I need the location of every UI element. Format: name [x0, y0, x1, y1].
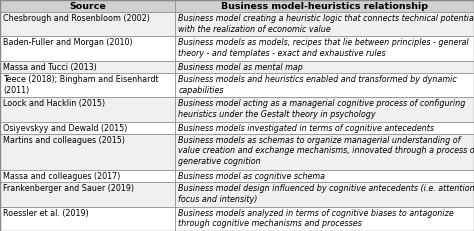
Text: Business models analyzed in terms of cognitive biases to antagonize
through cogn: Business models analyzed in terms of cog…: [178, 209, 454, 228]
Bar: [175, 73, 474, 97]
Text: Business model design influenced by cognitive antecedents (i.e. attention
focus : Business model design influenced by cogn…: [178, 184, 474, 204]
Text: Business model as mental map: Business model as mental map: [178, 63, 303, 72]
Bar: [175, 36, 474, 61]
Text: Business model acting as a managerial cognitive process of configuring
heuristic: Business model acting as a managerial co…: [178, 99, 466, 119]
Bar: [0, 61, 175, 73]
Bar: [175, 170, 474, 182]
Text: Business model-heuristics relationship: Business model-heuristics relationship: [221, 2, 428, 11]
Bar: [175, 122, 474, 134]
Bar: [175, 134, 474, 170]
Bar: [0, 36, 175, 61]
Text: Osiyevskyy and Dewald (2015): Osiyevskyy and Dewald (2015): [3, 124, 128, 133]
Text: Massa and colleagues (2017): Massa and colleagues (2017): [3, 172, 120, 181]
Bar: [175, 207, 474, 231]
Bar: [175, 0, 474, 12]
Bar: [0, 73, 175, 97]
Bar: [175, 97, 474, 122]
Text: Business models investigated in terms of cognitive antecedents: Business models investigated in terms of…: [178, 124, 434, 133]
Bar: [0, 122, 175, 134]
Text: Loock and Hacklin (2015): Loock and Hacklin (2015): [3, 99, 105, 108]
Text: Massa and Tucci (2013): Massa and Tucci (2013): [3, 63, 97, 72]
Text: Roessler et al. (2019): Roessler et al. (2019): [3, 209, 89, 218]
Bar: [0, 12, 175, 36]
Text: Baden-Fuller and Morgan (2010): Baden-Fuller and Morgan (2010): [3, 39, 133, 48]
Bar: [0, 134, 175, 170]
Text: Frankenberger and Sauer (2019): Frankenberger and Sauer (2019): [3, 184, 134, 193]
Text: Business models and heuristics enabled and transformed by dynamic
capabilities: Business models and heuristics enabled a…: [178, 75, 457, 95]
Bar: [0, 182, 175, 207]
Bar: [175, 61, 474, 73]
Bar: [0, 170, 175, 182]
Text: Chesbrough and Rosenbloom (2002): Chesbrough and Rosenbloom (2002): [3, 14, 150, 23]
Text: Source: Source: [69, 2, 106, 11]
Bar: [175, 12, 474, 36]
Text: Martins and colleagues (2015): Martins and colleagues (2015): [3, 136, 125, 145]
Text: Teece (2018); Bingham and Eisenhardt
(2011): Teece (2018); Bingham and Eisenhardt (20…: [3, 75, 159, 95]
Text: Business model creating a heuristic logic that connects technical potential
with: Business model creating a heuristic logi…: [178, 14, 474, 34]
Bar: [0, 97, 175, 122]
Text: Business models as schemas to organize managerial understanding of
value creatio: Business models as schemas to organize m…: [178, 136, 474, 166]
Text: Business model as cognitive schema: Business model as cognitive schema: [178, 172, 325, 181]
Bar: [0, 0, 175, 12]
Text: Business models as models, recipes that lie between principles - general
theory : Business models as models, recipes that …: [178, 39, 469, 58]
Bar: [0, 207, 175, 231]
Bar: [175, 182, 474, 207]
